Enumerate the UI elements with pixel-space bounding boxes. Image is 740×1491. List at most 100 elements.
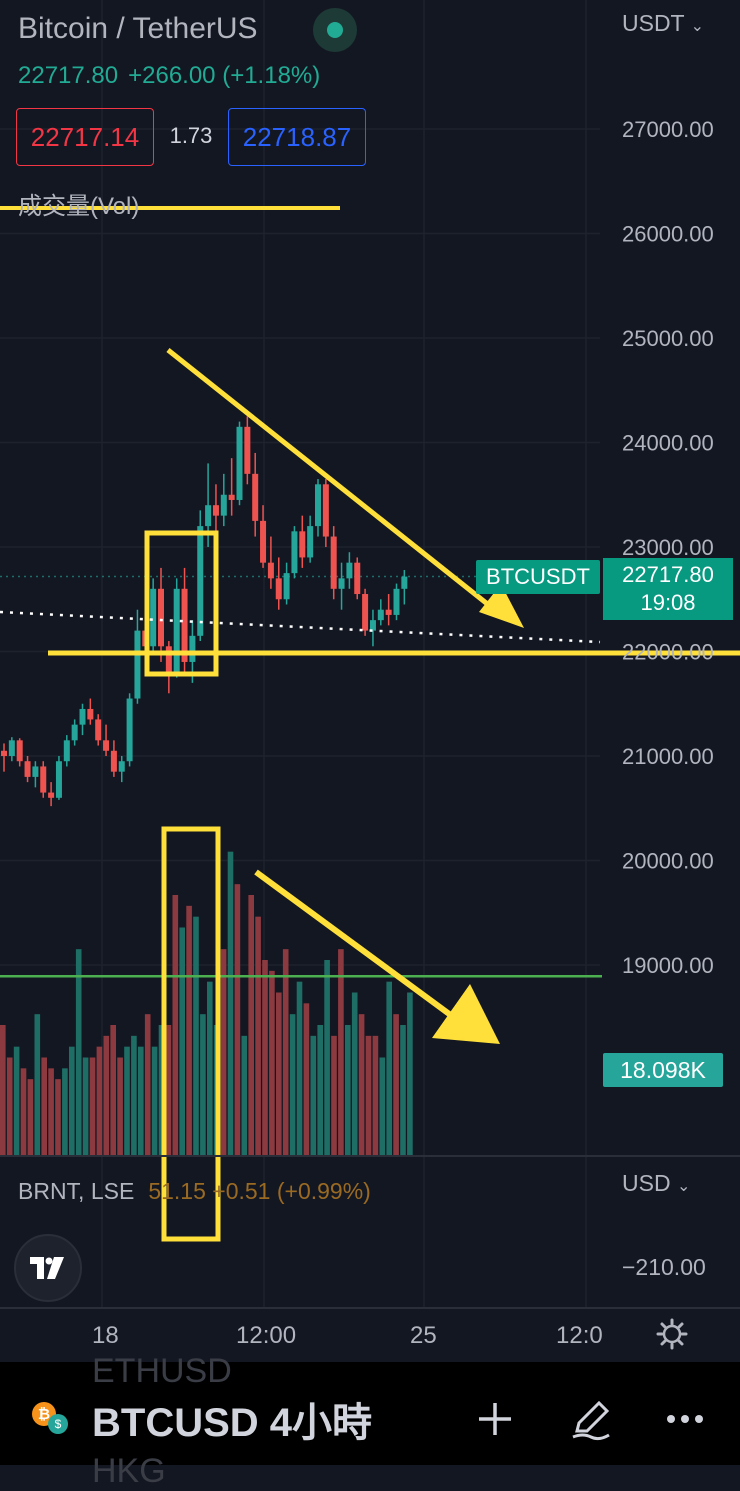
- candle-body: [330, 536, 337, 589]
- volume-bar: [193, 916, 199, 1155]
- candle-body: [385, 609, 392, 615]
- candle-body: [173, 588, 180, 673]
- more-dots-icon[interactable]: [660, 1396, 710, 1442]
- candle-body: [275, 578, 282, 600]
- candle-body: [220, 494, 227, 516]
- candle-body: [103, 740, 110, 751]
- descending-trend-arrowhead: [479, 584, 524, 628]
- candle-body: [244, 426, 251, 474]
- candle-body: [212, 505, 219, 516]
- candle-body: [32, 766, 39, 777]
- footer-symbol: BTCUSD: [92, 1401, 259, 1445]
- symbol-price-tag: BTCUSDT: [476, 560, 600, 594]
- candle-body: [55, 761, 62, 798]
- volume-bar: [165, 1025, 172, 1155]
- volume-bar: [386, 981, 392, 1155]
- volume-bar: [103, 1035, 110, 1155]
- volume-bar: [324, 960, 330, 1155]
- volume-bar: [172, 895, 179, 1155]
- volume-bar: [75, 949, 82, 1155]
- candle-body: [205, 505, 212, 527]
- volume-bar: [89, 1057, 96, 1155]
- volume-down-arrow-shaft: [254, 869, 454, 1019]
- currency-selector[interactable]: USDT ⌄: [622, 10, 704, 37]
- sub-pane-value: 51.15: [148, 1178, 206, 1204]
- candle-body: [354, 562, 361, 595]
- plus-icon[interactable]: [470, 1396, 520, 1442]
- pencil-icon[interactable]: [566, 1396, 616, 1442]
- candle-body: [369, 620, 376, 631]
- volume-bar: [310, 1035, 317, 1155]
- last-price: 22717.80: [18, 62, 119, 89]
- candle-body: [40, 766, 47, 793]
- candle-body: [338, 578, 345, 589]
- volume-bar: [393, 1014, 399, 1155]
- volume-down-arrowhead: [432, 984, 500, 1044]
- volume-bar: [269, 970, 275, 1155]
- volume-bar: [331, 1035, 337, 1155]
- volume-bar: [248, 895, 254, 1155]
- candle-body: [1, 750, 7, 756]
- candle-body: [377, 609, 384, 621]
- candle-body: [16, 740, 23, 762]
- volume-bar: [262, 960, 268, 1155]
- volume-bar: [227, 851, 234, 1155]
- volume-bar: [82, 1057, 89, 1155]
- volume-value-tag: 18.098K: [603, 1053, 723, 1087]
- fiat-icon: $: [48, 1414, 68, 1434]
- sub-currency-selector[interactable]: USD ⌄: [622, 1170, 690, 1197]
- volume-bar: [110, 1025, 116, 1155]
- symbol-selector[interactable]: BTCUSD 4小時: [92, 1390, 372, 1448]
- gear-icon[interactable]: [656, 1318, 688, 1355]
- volume-bar: [365, 1035, 372, 1155]
- time-label-1200b: 12:0: [556, 1322, 603, 1349]
- volume-bar: [144, 1014, 151, 1155]
- candle-body: [299, 531, 306, 558]
- volume-bar: [6, 1057, 13, 1155]
- price-tick-label: 19000.00: [622, 953, 714, 978]
- sub-pane-legend[interactable]: BRNT, LSE 51.15 +0.51 (+0.99%): [18, 1178, 371, 1205]
- sub-pane-change: +0.51 (+0.99%): [212, 1178, 371, 1204]
- quote-line: 22717.80 +266.00 (+1.18%): [18, 62, 330, 90]
- price-tick-label: 24000.00: [622, 431, 714, 456]
- volume-bar: [48, 1068, 54, 1155]
- volume-bar: [255, 916, 261, 1155]
- live-status-icon: [313, 8, 357, 52]
- buy-button[interactable]: 22718.87: [228, 108, 366, 166]
- tv-mark: [30, 1257, 64, 1279]
- sub-pane-tick: −210.00: [622, 1254, 706, 1280]
- price-tick-label: 20000.00: [622, 849, 714, 874]
- candle-body: [79, 708, 86, 725]
- currency-label: USDT: [622, 10, 685, 36]
- price-change: +266.00 (+1.18%): [128, 62, 321, 89]
- volume-indicator-label[interactable]: 成交量(Vol): [18, 193, 140, 220]
- highlight-box-volume: [161, 826, 221, 1242]
- last-price-tag-value: 22717.80: [622, 562, 714, 587]
- volume-bar: [220, 949, 227, 1155]
- volume-bar: [241, 1035, 248, 1155]
- time-label-1200: 12:00: [236, 1322, 297, 1349]
- tradingview-logo-icon[interactable]: [14, 1234, 82, 1302]
- volume-bar: [124, 1046, 130, 1155]
- volume-bar: [62, 1068, 68, 1155]
- sub-pane-symbol: BRNT, LSE: [18, 1178, 135, 1204]
- sell-button[interactable]: 22717.14: [16, 108, 154, 166]
- volume-bar: [96, 1046, 103, 1155]
- price-tick-label: 27000.00: [622, 117, 714, 142]
- volume-bar: [303, 1003, 310, 1155]
- descending-trend-arrow: [166, 348, 502, 616]
- time-label-25: 25: [410, 1322, 437, 1349]
- volume-bar: [34, 1014, 41, 1155]
- candle-body: [267, 562, 274, 579]
- bottom-toolbar: [0, 1362, 740, 1465]
- timeframe-selector[interactable]: 4小時: [269, 1401, 373, 1445]
- sub-currency-label: USD: [622, 1170, 671, 1196]
- pair-title[interactable]: Bitcoin / TetherUS: [18, 12, 258, 45]
- last-price-tag: 22717.80 19:08: [603, 558, 733, 620]
- volume-bar: [200, 1014, 206, 1155]
- price-tick-label: 22000.00: [622, 640, 714, 665]
- bitcoin-icon: ₿: [32, 1402, 56, 1426]
- candle-body: [158, 588, 164, 647]
- volume-bar: [186, 905, 192, 1155]
